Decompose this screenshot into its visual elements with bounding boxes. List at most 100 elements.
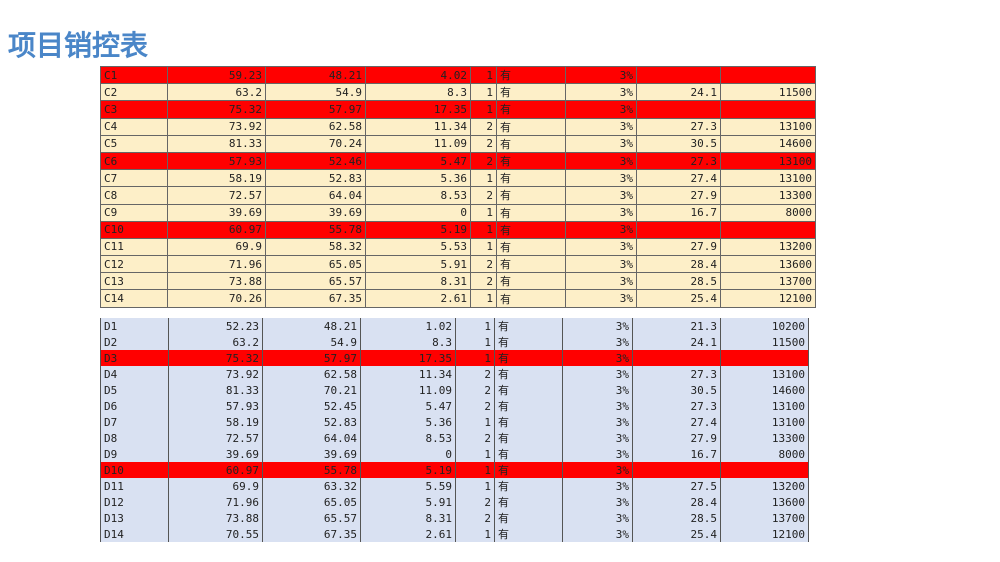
- cell: 57.93: [167, 151, 266, 171]
- cell: 13200: [720, 478, 809, 494]
- cell: 52.23: [168, 318, 263, 334]
- cell: 有: [496, 117, 566, 136]
- cell: 13100: [720, 151, 816, 171]
- cell: 有: [496, 151, 566, 171]
- cell: 1: [470, 100, 497, 119]
- cell: 39.69: [262, 446, 361, 462]
- cell: 72.57: [167, 186, 266, 205]
- row: D14 70.55 67.35 2.61 1 有 3% 25.4 12100: [100, 526, 809, 542]
- cell: 有: [494, 430, 563, 446]
- cell: 有: [494, 414, 563, 430]
- cell: D6: [100, 398, 169, 414]
- cell: [720, 462, 809, 478]
- cell: [636, 65, 721, 85]
- cell: 3%: [565, 255, 637, 274]
- cell: 有: [496, 220, 566, 239]
- cell: D4: [100, 366, 169, 382]
- cell: 11500: [720, 83, 816, 102]
- cell: 12100: [720, 289, 816, 308]
- cell: 70.21: [262, 382, 361, 398]
- cell: D11: [100, 478, 169, 494]
- cell: 13100: [720, 366, 809, 382]
- cell: 27.3: [632, 398, 721, 414]
- cell: 有: [496, 237, 566, 257]
- cell: 70.55: [168, 526, 263, 542]
- cell: 有: [496, 169, 566, 188]
- cell: 2: [455, 366, 495, 382]
- cell: 3%: [565, 272, 637, 291]
- cell: 5.19: [365, 220, 471, 239]
- cell: 3%: [562, 414, 633, 430]
- title: 项目销控表: [8, 29, 149, 62]
- cell: 1: [470, 237, 497, 257]
- cell: C14: [100, 289, 168, 308]
- cell: 39.69: [167, 203, 266, 222]
- cell: 72.57: [168, 430, 263, 446]
- cell: 10200: [720, 318, 809, 334]
- cell: C13: [100, 272, 168, 291]
- cell: 13600: [720, 494, 809, 510]
- cell: 有: [496, 289, 566, 308]
- cell: D10: [100, 462, 169, 478]
- cell: 63.32: [262, 478, 361, 494]
- row: D3 75.32 57.97 17.35 1 有 3%: [100, 350, 809, 366]
- cell: 16.7: [636, 203, 721, 222]
- cell: 0: [365, 203, 471, 222]
- cell: 1.02: [360, 318, 456, 334]
- cell: 52.46: [265, 151, 366, 171]
- row: C2 63.2 54.9 8.3 1 有 3% 24.1 11500: [100, 83, 816, 102]
- cell: 8.53: [365, 186, 471, 205]
- cell: 13300: [720, 430, 809, 446]
- cell: 57.93: [168, 398, 263, 414]
- cell: 1: [455, 478, 495, 494]
- cell: 1: [455, 414, 495, 430]
- cell: D1: [100, 318, 169, 334]
- cell: 58.32: [265, 237, 366, 257]
- cell: 65.57: [265, 272, 366, 291]
- cell: 13700: [720, 510, 809, 526]
- cell: 3%: [562, 382, 633, 398]
- cell: 59.23: [167, 65, 266, 85]
- cell: 63.2: [167, 83, 266, 102]
- cell: 1: [455, 526, 495, 542]
- cell: 5.59: [360, 478, 456, 494]
- cell: 75.32: [167, 100, 266, 119]
- cell: 27.9: [636, 186, 721, 205]
- cell: 有: [494, 366, 563, 382]
- cell: 65.05: [262, 494, 361, 510]
- cell: 8000: [720, 446, 809, 462]
- cell: [632, 350, 721, 366]
- cell: 13600: [720, 255, 816, 274]
- cell: 3%: [565, 237, 637, 257]
- row: D5 81.33 70.21 11.09 2 有 3% 30.5 14600: [100, 382, 809, 398]
- cell: D9: [100, 446, 169, 462]
- row: D13 73.88 65.57 8.31 2 有 3% 28.5 13700: [100, 510, 809, 526]
- cell: 8.53: [360, 430, 456, 446]
- cell: 3%: [562, 334, 633, 350]
- cell: 62.58: [265, 117, 366, 136]
- cell: C2: [100, 83, 168, 102]
- cell: 27.3: [632, 366, 721, 382]
- cell: 13100: [720, 414, 809, 430]
- cell: 2: [455, 494, 495, 510]
- cell: 有: [494, 446, 563, 462]
- cell: 48.21: [262, 318, 361, 334]
- cell: 1: [470, 169, 497, 188]
- row: D8 72.57 64.04 8.53 2 有 3% 27.9 13300: [100, 430, 809, 446]
- cell: 有: [496, 255, 566, 274]
- cell: [636, 220, 721, 239]
- cell: [720, 350, 809, 366]
- cell: 81.33: [168, 382, 263, 398]
- cell: 55.78: [265, 220, 366, 239]
- cell: 27.5: [632, 478, 721, 494]
- cell: C7: [100, 169, 168, 188]
- cell: D7: [100, 414, 169, 430]
- cell: 1: [455, 318, 495, 334]
- cell: C11: [100, 237, 168, 257]
- cell: 70.26: [167, 289, 266, 308]
- cell: [632, 462, 721, 478]
- cell: 3%: [565, 186, 637, 205]
- cell: 有: [496, 272, 566, 291]
- cell: 11.09: [360, 382, 456, 398]
- cell: 有: [494, 334, 563, 350]
